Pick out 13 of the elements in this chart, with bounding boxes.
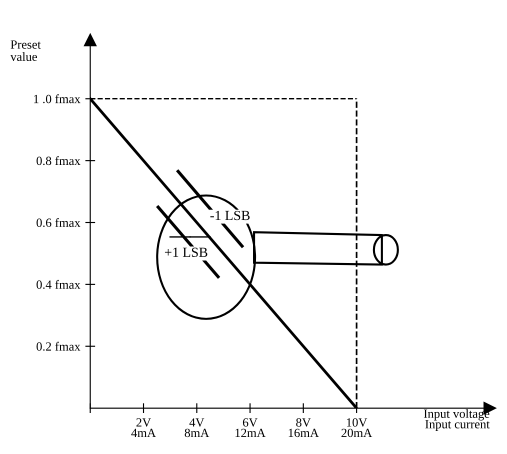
x-tick-label: 6V 12mA: [236, 418, 266, 438]
y-tick-label: 1 .0 fmax: [34, 94, 80, 104]
x-tick-label: 2V 4mA: [131, 418, 156, 438]
y-axis-title: Preset value: [10, 40, 41, 61]
annotation: +1 LSB: [164, 248, 208, 257]
x-tick-label: 8V 16mA: [288, 418, 319, 438]
y-tick-label: 0.2 fmax: [36, 342, 80, 351]
y-tick-label: 0.6 fmax: [36, 218, 80, 228]
y-tick-label: 0.8 fmax: [36, 156, 80, 166]
x-tick-label: 10V 20mA: [342, 418, 372, 438]
y-tick-label: 0.4 fmax: [36, 280, 80, 289]
annotation: -1 LSB: [210, 210, 250, 220]
x-tick-label: 4V 8mA: [184, 418, 210, 438]
